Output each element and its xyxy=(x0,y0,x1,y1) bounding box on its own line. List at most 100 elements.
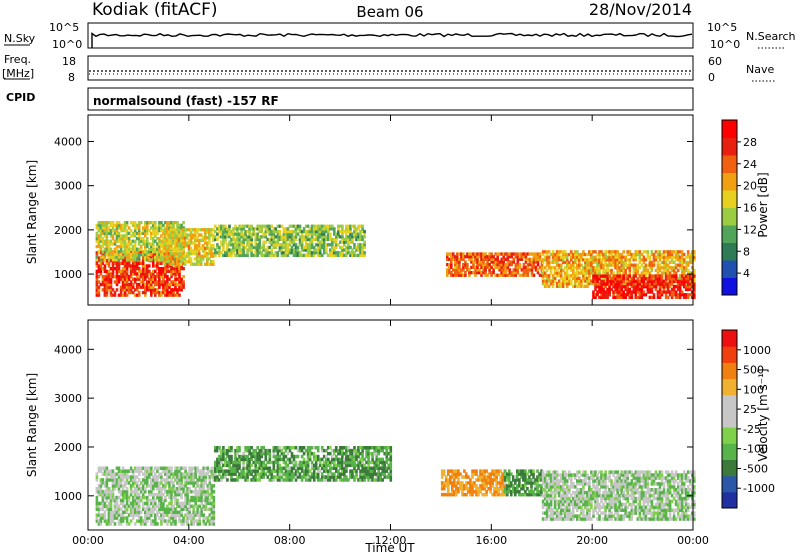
data-cell xyxy=(551,284,555,288)
data-cell xyxy=(99,519,103,523)
data-cell xyxy=(204,252,207,256)
data-cell xyxy=(127,275,131,279)
data-cell xyxy=(339,457,342,462)
data-cell xyxy=(204,228,207,232)
data-cell xyxy=(97,290,101,295)
data-cell xyxy=(170,481,173,485)
data-cell xyxy=(121,280,125,284)
data-cell xyxy=(95,293,99,297)
data-cell xyxy=(99,466,103,470)
data-cell xyxy=(129,275,133,279)
data-cell xyxy=(689,255,692,259)
data-cell xyxy=(361,227,364,231)
data-cell xyxy=(270,243,274,247)
data-cell xyxy=(178,272,181,276)
data-cell xyxy=(178,469,181,473)
data-cell xyxy=(97,264,101,268)
data-cell xyxy=(164,507,167,511)
data-cell xyxy=(222,253,225,257)
data-cell xyxy=(166,237,169,241)
data-cell xyxy=(187,233,191,237)
data-cell xyxy=(339,451,342,456)
data-cell xyxy=(276,454,280,459)
data-cell xyxy=(584,268,587,273)
data-cell xyxy=(632,279,636,284)
data-cell xyxy=(135,490,139,494)
data-cell xyxy=(156,244,159,249)
data-cell xyxy=(686,293,690,297)
data-cell xyxy=(662,285,666,289)
data-cell xyxy=(197,238,201,242)
data-cell xyxy=(470,252,473,256)
nsearch-tick-high: 10^5 xyxy=(707,21,737,34)
data-cell xyxy=(658,290,662,294)
data-cell xyxy=(107,510,111,514)
data-cell xyxy=(486,263,489,267)
data-cell xyxy=(240,248,243,252)
data-cell xyxy=(172,239,175,243)
data-cell xyxy=(608,252,611,257)
data-cell xyxy=(347,463,350,468)
data-cell xyxy=(672,293,676,297)
data-cell xyxy=(154,234,157,238)
data-cell xyxy=(186,498,189,503)
data-cell xyxy=(154,513,157,517)
data-cell xyxy=(286,446,290,450)
data-cell xyxy=(266,229,270,234)
data-cell xyxy=(598,274,601,278)
data-cell xyxy=(656,293,660,297)
data-cell xyxy=(238,248,241,252)
data-cell xyxy=(196,478,199,482)
data-cell xyxy=(177,241,181,245)
data-cell xyxy=(236,253,239,257)
data-cell xyxy=(355,253,358,257)
data-cell xyxy=(347,248,350,252)
data-cell xyxy=(264,224,268,228)
data-cell xyxy=(296,466,300,470)
data-cell xyxy=(164,513,167,517)
data-cell xyxy=(306,253,310,257)
data-cell xyxy=(141,275,145,279)
data-cell xyxy=(242,251,245,255)
data-cell xyxy=(105,472,109,476)
data-cell xyxy=(156,275,159,279)
data-cell xyxy=(224,460,227,465)
data-cell xyxy=(212,516,216,520)
data-cell xyxy=(170,226,173,230)
data-cell xyxy=(186,519,189,523)
data-cell xyxy=(214,237,217,242)
data-cell xyxy=(294,446,298,450)
data-cell xyxy=(518,265,522,269)
data-cell xyxy=(316,457,320,462)
data-cell xyxy=(117,472,121,476)
data-cell xyxy=(154,247,157,251)
data-cell xyxy=(115,481,119,485)
data-cell xyxy=(345,251,348,255)
data-cell xyxy=(172,507,175,511)
data-cell xyxy=(320,232,324,236)
data-cell xyxy=(674,293,678,297)
data-cell xyxy=(168,244,171,249)
data-cell xyxy=(240,251,243,255)
data-cell xyxy=(578,266,581,270)
data-cell xyxy=(166,466,169,470)
data-cell xyxy=(302,253,306,257)
data-cell xyxy=(127,231,131,235)
data-cell xyxy=(624,271,627,275)
data-cell xyxy=(638,279,642,284)
data-cell xyxy=(238,232,241,236)
data-cell xyxy=(105,226,109,230)
data-cell xyxy=(208,241,211,245)
data-cell xyxy=(156,522,159,526)
data-cell xyxy=(107,229,111,233)
data-cell xyxy=(357,232,360,236)
data-cell xyxy=(133,495,137,500)
data-cell xyxy=(586,266,589,270)
data-cell xyxy=(105,280,109,284)
data-cell xyxy=(113,516,117,520)
data-cell xyxy=(183,254,187,258)
data-cell xyxy=(668,293,672,297)
data-cell xyxy=(111,255,115,259)
data-cell xyxy=(650,287,654,292)
data-cell xyxy=(359,251,362,255)
